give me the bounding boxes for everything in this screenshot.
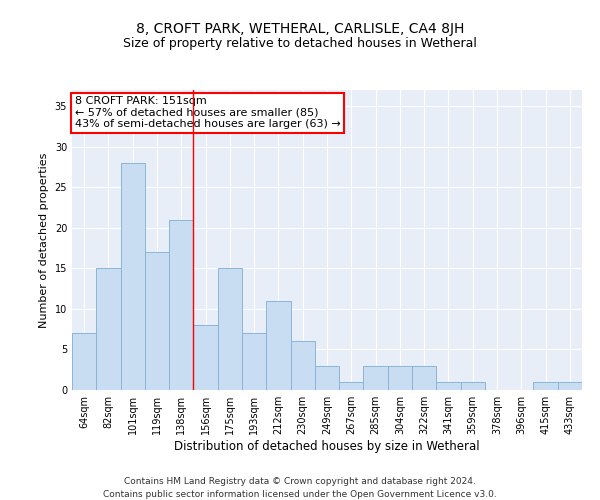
Bar [364,366,388,390]
Bar [461,382,485,390]
Text: 8, CROFT PARK, WETHERAL, CARLISLE, CA4 8JH: 8, CROFT PARK, WETHERAL, CARLISLE, CA4 8… [136,22,464,36]
Bar [96,268,121,390]
Bar [218,268,242,390]
Text: 8 CROFT PARK: 151sqm
← 57% of detached houses are smaller (85)
43% of semi-detac: 8 CROFT PARK: 151sqm ← 57% of detached h… [74,96,340,129]
Bar [339,382,364,390]
Bar [145,252,169,390]
X-axis label: Distribution of detached houses by size in Wetheral: Distribution of detached houses by size … [174,440,480,453]
Text: Size of property relative to detached houses in Wetheral: Size of property relative to detached ho… [123,38,477,51]
Bar [412,366,436,390]
Y-axis label: Number of detached properties: Number of detached properties [39,152,49,328]
Bar [72,333,96,390]
Bar [266,301,290,390]
Text: Contains public sector information licensed under the Open Government Licence v3: Contains public sector information licen… [103,490,497,499]
Bar [121,163,145,390]
Bar [169,220,193,390]
Bar [388,366,412,390]
Bar [242,333,266,390]
Bar [290,342,315,390]
Bar [315,366,339,390]
Bar [193,325,218,390]
Bar [558,382,582,390]
Bar [436,382,461,390]
Text: Contains HM Land Registry data © Crown copyright and database right 2024.: Contains HM Land Registry data © Crown c… [124,478,476,486]
Bar [533,382,558,390]
